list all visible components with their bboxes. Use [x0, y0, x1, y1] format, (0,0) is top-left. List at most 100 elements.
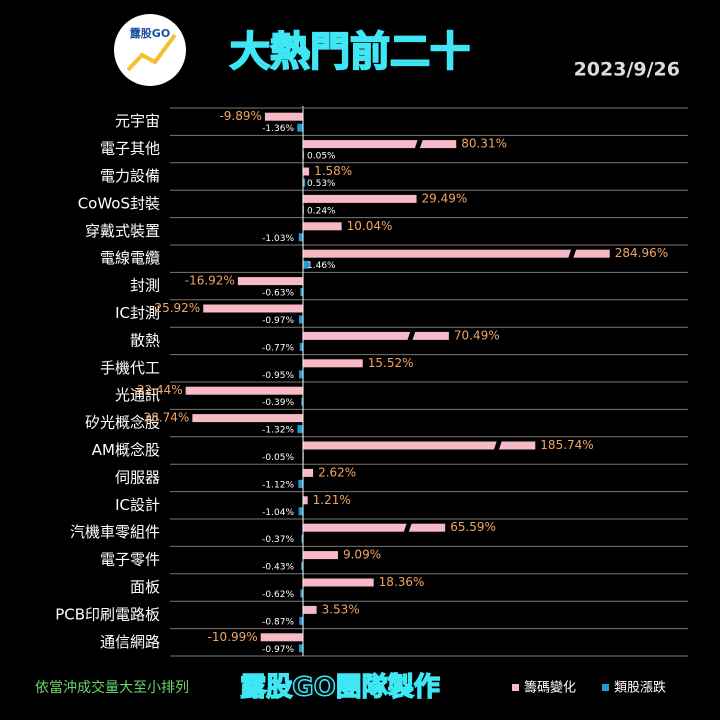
bar — [299, 616, 303, 625]
value-label: -1.36% — [262, 124, 294, 134]
footnote: 依當沖成交量大至小排列 — [35, 679, 189, 696]
bar — [303, 167, 310, 176]
bar-break — [403, 521, 413, 534]
y-tick-label: 手機代工 — [100, 359, 160, 377]
bar — [303, 178, 306, 187]
value-label: -0.63% — [262, 289, 294, 299]
bar — [303, 222, 342, 231]
value-label: -1.03% — [262, 234, 294, 244]
value-label: 3.53% — [322, 602, 360, 616]
value-label: -0.95% — [262, 371, 294, 381]
value-label: 284.96% — [615, 246, 668, 260]
bar — [260, 633, 303, 642]
y-tick-label: IC設計 — [115, 496, 160, 514]
value-label: -25.92% — [150, 301, 200, 315]
value-label: 65.59% — [450, 520, 496, 534]
bar — [300, 288, 303, 297]
bar — [264, 112, 303, 121]
bar — [298, 479, 303, 488]
value-label: 1.58% — [314, 164, 352, 178]
logo-text: 露股GO — [130, 27, 170, 40]
y-tick-label: IC封測 — [115, 304, 160, 322]
value-label: 18.36% — [379, 575, 425, 589]
bar-break — [567, 247, 577, 260]
logo-circle — [114, 14, 186, 86]
bar — [303, 331, 449, 340]
value-label: -0.37% — [262, 535, 294, 545]
bar-break — [493, 439, 503, 452]
value-label: -1.04% — [262, 508, 294, 518]
bar — [298, 315, 303, 324]
value-label: -0.87% — [262, 617, 294, 627]
bar — [237, 277, 303, 286]
bar-break — [414, 138, 424, 151]
value-label: -32.44% — [133, 383, 183, 397]
legend-label: 類股漲跌 — [614, 680, 666, 696]
bar — [185, 386, 303, 395]
bar — [297, 123, 303, 132]
value-label: 70.49% — [454, 328, 500, 342]
bar — [301, 562, 303, 571]
bar — [298, 644, 303, 653]
bar — [192, 414, 303, 423]
value-label: 10.04% — [347, 219, 393, 233]
bar — [298, 507, 303, 516]
value-label: -0.39% — [262, 398, 294, 408]
y-tick-label: 矽光概念股 — [85, 414, 160, 432]
y-tick-label: 光通訊 — [115, 386, 160, 404]
bar-break — [406, 329, 416, 342]
legend-swatch — [512, 684, 519, 691]
y-tick-label: AM概念股 — [92, 441, 160, 459]
value-label: -0.97% — [262, 645, 294, 655]
value-label: -1.12% — [262, 480, 294, 490]
bar — [303, 194, 417, 203]
bar — [203, 304, 303, 313]
y-tick-label: 通信網路 — [100, 633, 160, 651]
y-tick-label: 穿戴式裝置 — [85, 222, 160, 240]
value-label: 0.24% — [307, 206, 336, 216]
bar — [303, 578, 374, 587]
legend-swatch — [602, 684, 609, 691]
y-tick-label: 電線電纜 — [100, 249, 160, 267]
y-tick-label: 面板 — [130, 578, 160, 596]
value-label: -0.62% — [262, 590, 294, 600]
legend-label: 籌碼變化 — [524, 680, 576, 696]
bar — [303, 359, 363, 368]
bar — [299, 342, 303, 351]
value-label: 185.74% — [540, 438, 593, 452]
value-label: 1.46% — [307, 261, 336, 271]
bar — [303, 605, 317, 614]
bar — [303, 140, 457, 149]
bar — [303, 468, 314, 477]
value-label: 29.49% — [422, 191, 468, 205]
y-tick-label: 元宇宙 — [115, 112, 160, 130]
bar — [301, 534, 303, 543]
y-tick-label: 電力設備 — [100, 167, 160, 185]
bar — [303, 249, 610, 258]
value-label: -0.97% — [262, 316, 294, 326]
chart-title: 大熱門前二十 — [230, 29, 470, 75]
bar — [303, 441, 536, 450]
date: 2023/9/26 — [574, 59, 680, 81]
bar — [297, 425, 303, 434]
bar — [303, 551, 338, 560]
y-tick-label: 伺服器 — [115, 468, 160, 486]
value-label: 15.52% — [368, 356, 414, 370]
bar — [303, 523, 446, 532]
value-label: 2.62% — [318, 465, 356, 479]
bar — [299, 370, 303, 379]
value-label: 80.31% — [461, 137, 507, 151]
bar — [298, 233, 303, 242]
value-label: -0.05% — [262, 453, 294, 463]
value-label: -1.32% — [262, 426, 294, 436]
value-label: -9.89% — [219, 109, 261, 123]
bar — [300, 589, 303, 598]
value-label: 0.53% — [307, 179, 336, 189]
y-tick-label: 散熱 — [130, 331, 160, 349]
y-tick-label: 汽機車零組件 — [70, 523, 160, 541]
y-tick-label: 電子其他 — [100, 140, 160, 158]
value-label: 9.09% — [343, 548, 381, 562]
value-label: 1.21% — [313, 493, 351, 507]
bar — [303, 260, 310, 269]
